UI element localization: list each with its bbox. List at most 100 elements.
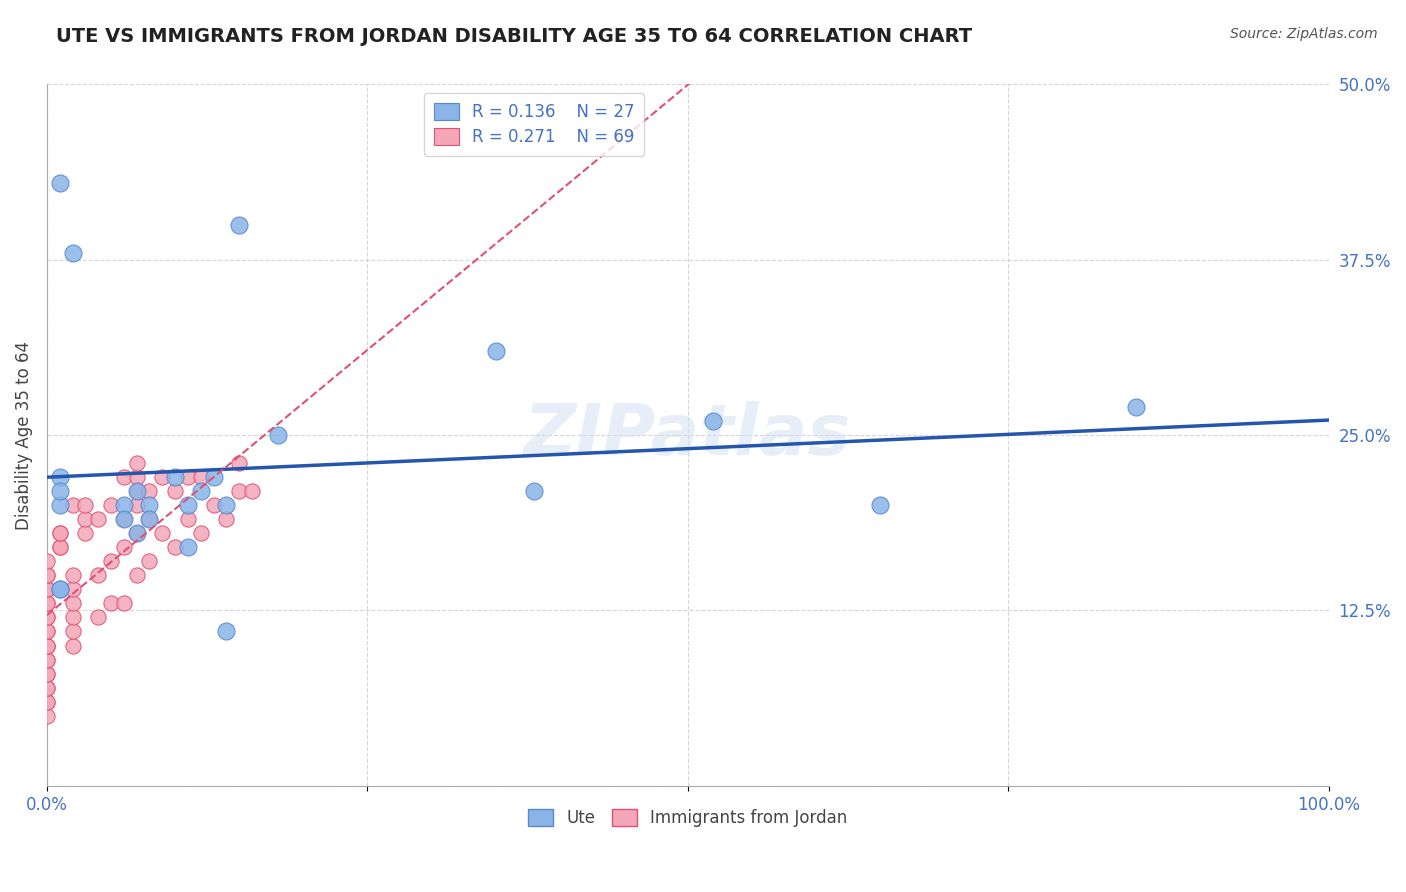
Point [202, 498, 225, 512]
Point [240, 484, 263, 499]
Point [150, 526, 173, 541]
Y-axis label: Disability Age 35 to 64: Disability Age 35 to 64 [15, 341, 32, 530]
Point [869, 498, 891, 512]
Point [202, 470, 225, 484]
Point [177, 512, 200, 526]
Point [35, 582, 58, 597]
Point [62, 582, 84, 597]
Point [112, 512, 135, 526]
Point [112, 512, 135, 526]
Point [228, 484, 250, 499]
Point [523, 484, 546, 499]
Point [35, 610, 58, 624]
Point [48, 541, 70, 555]
Point [215, 512, 238, 526]
Point [35, 652, 58, 666]
Point [35, 639, 58, 653]
Point [62, 498, 84, 512]
Point [35, 681, 58, 695]
Point [484, 343, 506, 358]
Point [190, 526, 212, 541]
Point [125, 568, 148, 582]
Point [177, 470, 200, 484]
Point [35, 639, 58, 653]
Point [125, 484, 148, 499]
Point [62, 245, 84, 260]
Point [150, 470, 173, 484]
Text: Source: ZipAtlas.com: Source: ZipAtlas.com [1230, 27, 1378, 41]
Point [48, 498, 70, 512]
Point [35, 666, 58, 681]
Point [35, 610, 58, 624]
Point [125, 526, 148, 541]
Point [125, 526, 148, 541]
Point [138, 554, 160, 568]
Point [112, 596, 135, 610]
Point [62, 596, 84, 610]
Point [125, 470, 148, 484]
Point [165, 541, 187, 555]
Point [100, 498, 122, 512]
Point [48, 526, 70, 541]
Point [177, 498, 200, 512]
Point [35, 568, 58, 582]
Point [48, 582, 70, 597]
Point [35, 582, 58, 597]
Point [125, 484, 148, 499]
Point [100, 596, 122, 610]
Point [35, 695, 58, 709]
Point [35, 596, 58, 610]
Point [165, 470, 187, 484]
Point [87, 610, 110, 624]
Point [138, 512, 160, 526]
Point [138, 498, 160, 512]
Point [125, 456, 148, 470]
Point [215, 624, 238, 639]
Point [75, 498, 97, 512]
Text: ZIPatlas: ZIPatlas [524, 401, 852, 469]
Point [62, 610, 84, 624]
Point [35, 708, 58, 723]
Point [62, 568, 84, 582]
Point [75, 512, 97, 526]
Legend: Ute, Immigrants from Jordan: Ute, Immigrants from Jordan [522, 802, 855, 833]
Point [87, 568, 110, 582]
Point [190, 484, 212, 499]
Point [62, 639, 84, 653]
Point [35, 624, 58, 639]
Point [165, 484, 187, 499]
Point [228, 456, 250, 470]
Point [112, 470, 135, 484]
Point [35, 639, 58, 653]
Point [75, 526, 97, 541]
Point [48, 176, 70, 190]
Point [190, 470, 212, 484]
Point [48, 526, 70, 541]
Point [48, 582, 70, 597]
Point [48, 470, 70, 484]
Point [138, 484, 160, 499]
Point [35, 681, 58, 695]
Point [48, 541, 70, 555]
Point [112, 498, 135, 512]
Point [100, 554, 122, 568]
Point [35, 652, 58, 666]
Point [48, 484, 70, 499]
Point [1125, 400, 1147, 414]
Point [702, 414, 724, 428]
Point [35, 568, 58, 582]
Point [35, 666, 58, 681]
Point [35, 596, 58, 610]
Point [35, 554, 58, 568]
Point [228, 218, 250, 232]
Point [266, 428, 288, 442]
Point [35, 624, 58, 639]
Text: UTE VS IMMIGRANTS FROM JORDAN DISABILITY AGE 35 TO 64 CORRELATION CHART: UTE VS IMMIGRANTS FROM JORDAN DISABILITY… [56, 27, 973, 45]
Point [177, 541, 200, 555]
Point [112, 541, 135, 555]
Point [87, 512, 110, 526]
Point [215, 498, 238, 512]
Point [138, 512, 160, 526]
Point [62, 624, 84, 639]
Point [125, 498, 148, 512]
